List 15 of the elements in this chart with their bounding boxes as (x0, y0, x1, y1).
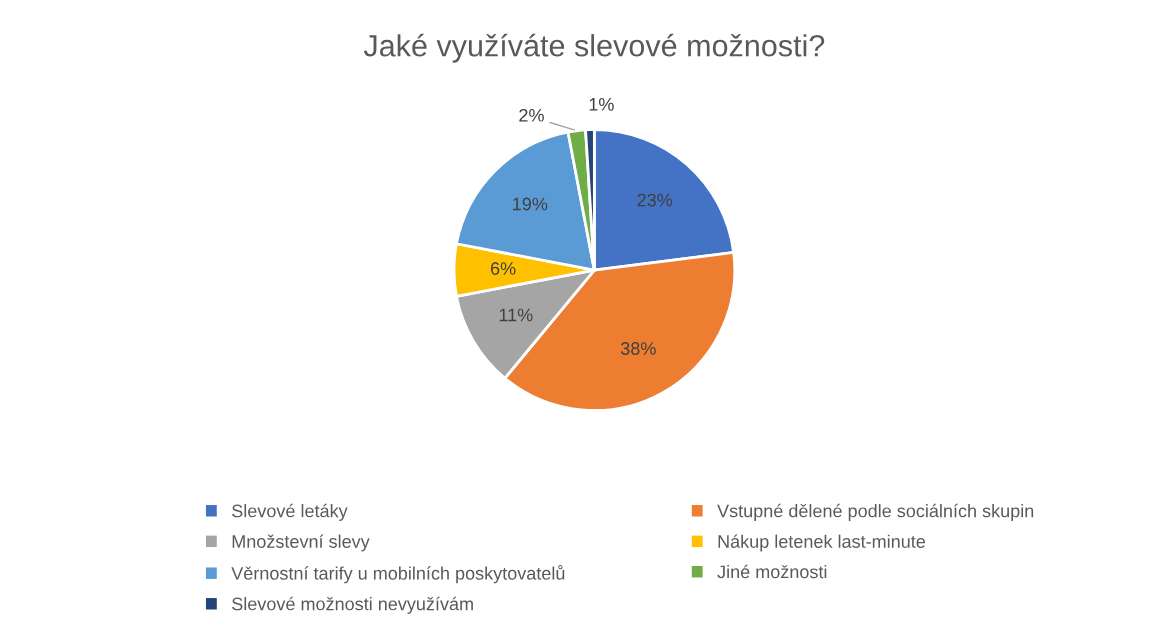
legend-label: Věrnostní tarify u mobilních poskytovatelů (231, 565, 565, 584)
data-label: 1% (589, 98, 614, 111)
data-label: 19% (513, 197, 548, 211)
legend-label: Slevové možnosti nevyužívám (232, 596, 473, 614)
data-label: 6% (490, 262, 516, 275)
legend-label: Jiné možnosti (717, 564, 827, 579)
legend-label: Vstupné dělené podle sociálních skupin (717, 503, 1034, 521)
chart-title: Jaké využíváte slevové možnosti? (363, 33, 825, 63)
legend-label: Nákup letenek last-minute (718, 534, 926, 552)
legend-label: Slevové letáky (232, 503, 348, 521)
data-label: 11% (499, 308, 533, 322)
data-label: 2% (519, 108, 544, 122)
data-label: 23% (637, 193, 673, 207)
data-label: 38% (620, 342, 656, 355)
legend-label: Množstevní slevy (232, 534, 370, 552)
